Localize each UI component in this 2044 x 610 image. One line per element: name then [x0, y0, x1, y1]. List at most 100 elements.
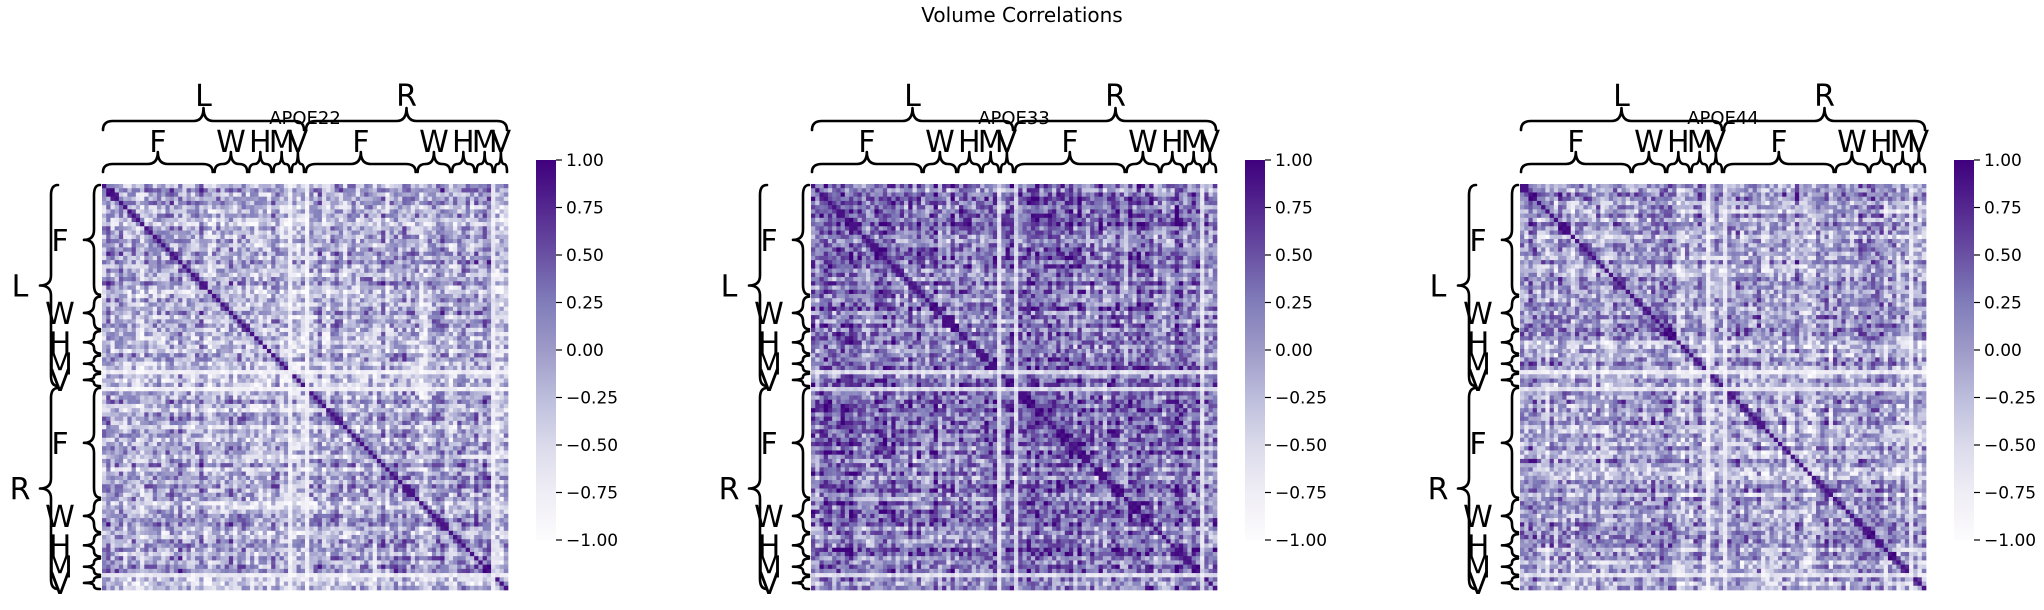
heatmap-cell [470, 340, 475, 345]
heatmap-cell [204, 252, 209, 257]
heatmap-cell [127, 379, 132, 384]
heatmap-cell [390, 307, 395, 312]
heatmap-cell [305, 353, 310, 358]
heatmap-cell [136, 400, 141, 405]
heatmap-cell [140, 374, 145, 379]
heatmap-cell [457, 290, 462, 295]
heatmap-cell [343, 362, 348, 367]
heatmap-cell [356, 218, 361, 223]
heatmap-cell [415, 370, 420, 375]
heatmap-cell [356, 256, 361, 261]
heatmap-cell [195, 235, 200, 240]
heatmap-cell [127, 260, 132, 265]
heatmap-cell [153, 269, 158, 274]
heatmap-cell [153, 205, 158, 210]
heatmap-cell [280, 252, 285, 257]
heatmap-cell [347, 290, 352, 295]
heatmap-cell [432, 269, 437, 274]
heatmap-cell [457, 302, 462, 307]
heatmap-cell [495, 391, 500, 396]
heatmap-cell [157, 387, 162, 392]
heatmap-cell [440, 357, 445, 362]
heatmap-cell [178, 252, 183, 257]
heatmap-cell [457, 315, 462, 320]
heatmap-cell [402, 201, 407, 206]
heatmap-cell [390, 349, 395, 354]
heatmap-cell [347, 319, 352, 324]
heatmap-cell [275, 370, 280, 375]
heatmap-cell [398, 205, 403, 210]
heatmap-cell [411, 357, 416, 362]
heatmap-cell [102, 383, 107, 388]
heatmap-cell [136, 226, 141, 231]
heatmap-cell [309, 387, 314, 392]
heatmap-cell [385, 205, 390, 210]
heatmap-cell [115, 362, 120, 367]
heatmap-cell [204, 332, 209, 337]
heatmap-cell [161, 218, 166, 223]
heatmap-cell [254, 353, 259, 358]
heatmap-cell [220, 332, 225, 337]
heatmap-cell [364, 197, 369, 202]
heatmap-cell [115, 252, 120, 257]
heatmap-cell [394, 243, 399, 248]
heatmap-cell [385, 324, 390, 329]
heatmap-cell [161, 370, 166, 375]
heatmap-cell [233, 374, 238, 379]
heatmap-cell [318, 290, 323, 295]
heatmap-cell [132, 315, 137, 320]
heatmap-cell [436, 332, 441, 337]
heatmap-cell [182, 214, 187, 219]
heatmap-cell [335, 400, 340, 405]
heatmap-cell [208, 302, 213, 307]
heatmap-cell [301, 374, 306, 379]
heatmap-cell [216, 319, 221, 324]
heatmap-cell [309, 374, 314, 379]
heatmap-cell [478, 184, 483, 189]
heatmap-cell [165, 332, 170, 337]
heatmap-cell [119, 340, 124, 345]
heatmap-cell [170, 328, 175, 333]
heatmap-cell [474, 226, 479, 231]
heatmap-cell [432, 188, 437, 193]
heatmap-cell [373, 231, 378, 236]
heatmap-cell [377, 366, 382, 371]
heatmap-cell [115, 192, 120, 197]
heatmap-cell [165, 349, 170, 354]
heatmap-cell [449, 379, 454, 384]
heatmap-cell [326, 264, 331, 269]
heatmap-cell [407, 273, 412, 278]
heatmap-cell [313, 192, 318, 197]
heatmap-cell [368, 298, 373, 303]
heatmap-cell [149, 192, 154, 197]
heatmap-cell [390, 315, 395, 320]
heatmap-cell [326, 209, 331, 214]
heatmap-cell [233, 281, 238, 286]
heatmap-cell [428, 197, 433, 202]
heatmap-cell [381, 379, 386, 384]
heatmap-cell [140, 269, 145, 274]
heatmap-cell [271, 197, 276, 202]
heatmap-cell [263, 235, 268, 240]
heatmap-cell [144, 366, 149, 371]
heatmap-cell [288, 264, 293, 269]
heatmap-cell [199, 209, 204, 214]
heatmap-cell [428, 370, 433, 375]
heatmap-cell [491, 231, 496, 236]
heatmap-cell [165, 328, 170, 333]
heatmap-cell [453, 319, 458, 324]
heatmap-cell [322, 336, 327, 341]
heatmap-cell [254, 294, 259, 299]
heatmap-cell [322, 184, 327, 189]
heatmap-cell [263, 345, 268, 350]
heatmap-cell [415, 218, 420, 223]
heatmap-cell [445, 243, 450, 248]
heatmap-cell [470, 324, 475, 329]
heatmap-cell [144, 391, 149, 396]
heatmap-cell [165, 201, 170, 206]
heatmap-cell [119, 366, 124, 371]
heatmap-cell [398, 383, 403, 388]
heatmap-cell [373, 290, 378, 295]
heatmap-cell [233, 353, 238, 358]
